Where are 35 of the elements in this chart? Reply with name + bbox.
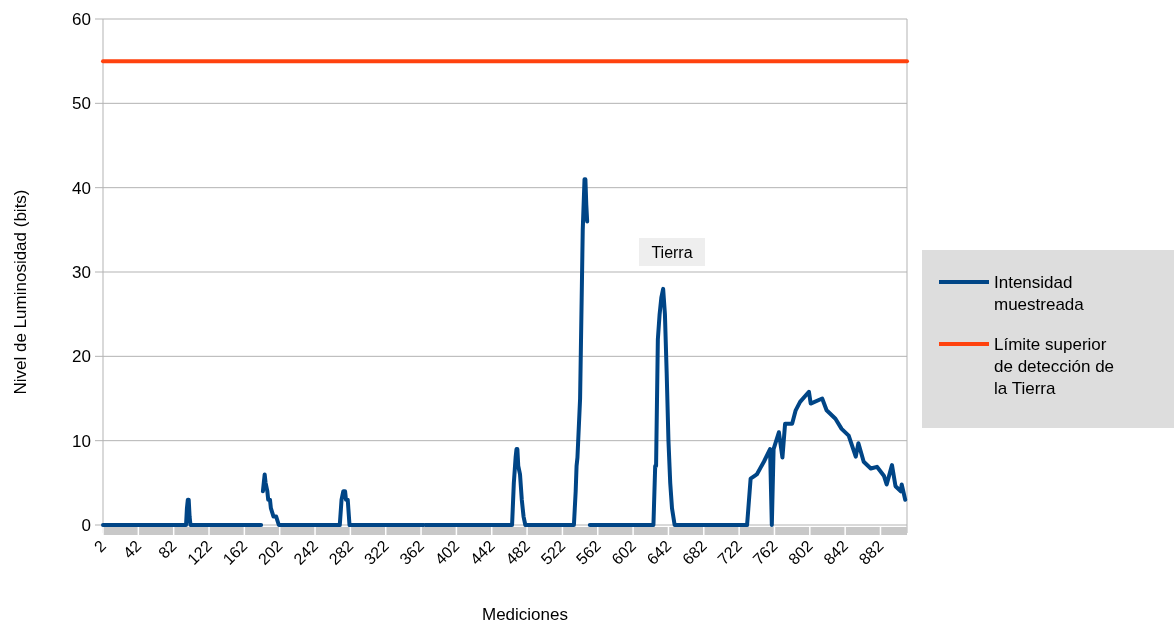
legend-label: Intensidad muestreada	[994, 272, 1085, 314]
x-tick-label: 42	[119, 536, 145, 562]
x-tick-label: 162	[219, 536, 251, 568]
x-tick-label: 682	[678, 536, 710, 568]
x-tick-label: 762	[749, 536, 781, 568]
y-tick-label: 0	[81, 515, 91, 535]
x-tick-label: 602	[608, 536, 640, 568]
legend-label: Límite superior de detección de la Tierra	[994, 334, 1115, 398]
x-tick-label: 202	[254, 536, 286, 568]
x-tick-label: 882	[855, 536, 887, 568]
x-tick-label: 322	[360, 536, 392, 568]
x-tick-label: 282	[325, 536, 357, 568]
annotation: Tierra	[651, 243, 693, 261]
x-tick-label: 242	[290, 536, 322, 568]
x-tick-label: 442	[466, 536, 498, 568]
y-tick-label: 20	[72, 347, 91, 367]
x-tick-label: 722	[714, 536, 746, 568]
x-tick-label: 642	[643, 536, 675, 568]
y-tick-label: 30	[72, 262, 91, 282]
x-tick-label: 802	[784, 536, 816, 568]
y-tick-label: 10	[72, 431, 91, 451]
y-tick-label: 50	[72, 94, 91, 114]
x-tick-label: 482	[502, 536, 534, 568]
y-tick-label: 60	[72, 9, 91, 29]
y-tick-label: 40	[72, 178, 91, 198]
x-tick-label: 562	[572, 536, 604, 568]
x-tick-label: 2	[90, 536, 110, 556]
x-axis-title: Mediciones	[482, 605, 568, 624]
x-tick-label: 402	[431, 536, 463, 568]
x-tick-label: 522	[537, 536, 569, 568]
y-axis-title: Nivel de Luminosidad (bits)	[11, 189, 30, 395]
x-tick-label: 842	[820, 536, 852, 568]
x-tick-label: 82	[155, 536, 180, 562]
x-tick-label: 362	[396, 536, 428, 568]
x-tick-label: 122	[184, 536, 216, 568]
